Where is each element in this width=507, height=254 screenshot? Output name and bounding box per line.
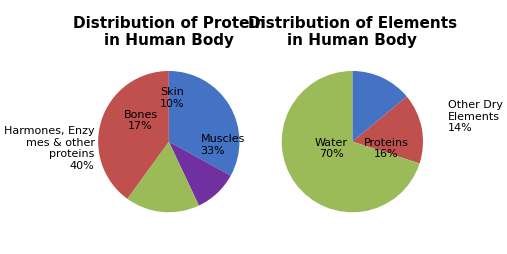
Wedge shape xyxy=(282,71,420,212)
Title: Distribution of Protein
in Human Body: Distribution of Protein in Human Body xyxy=(73,15,265,48)
Text: Muscles
33%: Muscles 33% xyxy=(201,134,245,156)
Title: Distribution of Elements
in Human Body: Distribution of Elements in Human Body xyxy=(248,15,457,48)
Wedge shape xyxy=(352,71,407,142)
Wedge shape xyxy=(127,142,199,212)
Wedge shape xyxy=(98,71,169,199)
Wedge shape xyxy=(169,142,231,205)
Text: Proteins
16%: Proteins 16% xyxy=(364,138,409,160)
Text: Harmones, Enzy
mes & other
proteins
40%: Harmones, Enzy mes & other proteins 40% xyxy=(4,126,95,171)
Text: Other Dry
Elements
14%: Other Dry Elements 14% xyxy=(448,100,503,134)
Wedge shape xyxy=(169,71,239,176)
Text: Skin
10%: Skin 10% xyxy=(160,87,185,109)
Wedge shape xyxy=(352,97,423,164)
Text: Bones
17%: Bones 17% xyxy=(124,110,158,131)
Text: Water
70%: Water 70% xyxy=(315,138,348,160)
